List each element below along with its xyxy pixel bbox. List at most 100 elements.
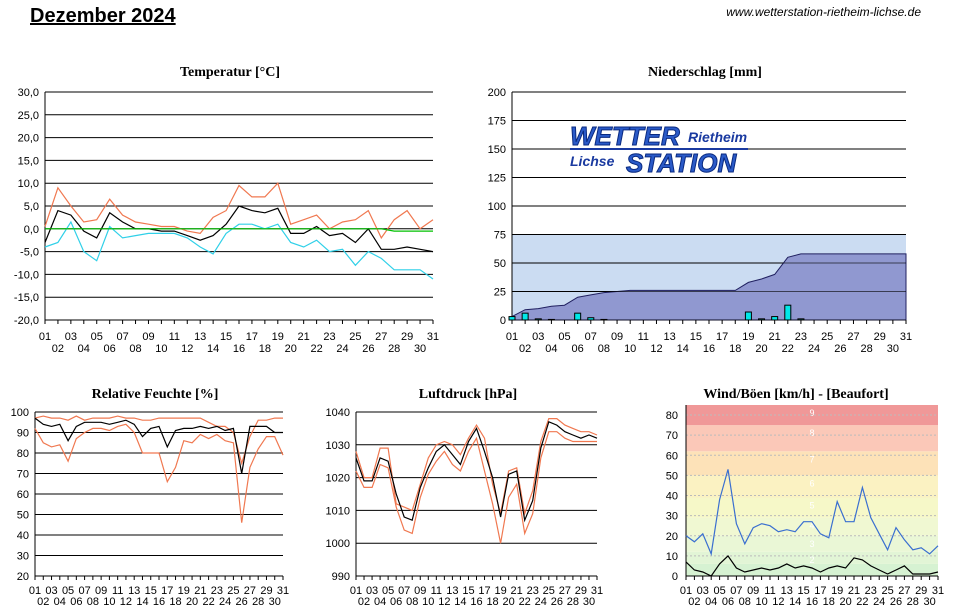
x-tick-label: 10 — [155, 343, 167, 355]
x-tick-label: 07 — [730, 585, 742, 597]
precip-bar — [587, 317, 595, 321]
x-tick-label: 08 — [87, 596, 99, 608]
x-tick-label: 01 — [350, 585, 362, 597]
precip-bar — [600, 318, 608, 321]
x-tick-label: 22 — [202, 596, 214, 608]
x-tick-label: 02 — [688, 596, 700, 608]
x-tick-label: 31 — [932, 585, 944, 597]
temperature-y-axis: 30,0 25,0 20,0 15,0 10,0 5,0 0,0 -5,0 -10,0 -15,0… — [14, 87, 433, 327]
x-tick-label: 12 — [181, 343, 193, 355]
x-tick-label: 09 — [611, 331, 623, 343]
x-tick-label: 19 — [272, 331, 284, 343]
y-tick-label: 25,0 — [18, 110, 39, 122]
beaufort-band — [686, 425, 938, 452]
x-tick-label: 23 — [211, 585, 223, 597]
humidity-series-2 — [34, 423, 284, 523]
x-tick-label: 18 — [823, 596, 835, 608]
x-tick-label: 27 — [375, 331, 387, 343]
x-tick-label: 12 — [438, 596, 450, 608]
x-tick-label: 30 — [923, 596, 935, 608]
humidity-y-axis: 100 90 80 70 60 50 40 30 20 — [11, 407, 283, 583]
x-tick-label: 10 — [103, 596, 115, 608]
x-tick-label: 03 — [697, 585, 709, 597]
beaufort-band — [686, 551, 938, 564]
x-tick-label: 11 — [112, 585, 123, 597]
beaufort-band — [686, 517, 938, 536]
precip-bar — [797, 318, 805, 321]
beaufort-label: 3 — [809, 539, 814, 549]
station-logo: WETTER Rietheim Lichse STATION — [570, 121, 748, 179]
wind-series-1 — [685, 554, 939, 577]
x-tick-label: 11 — [764, 585, 775, 597]
x-tick-label: 28 — [860, 343, 872, 355]
x-tick-label: 13 — [194, 331, 206, 343]
precip-cumulative-area — [511, 253, 907, 321]
beaufort-label: 4 — [809, 521, 814, 531]
x-tick-label: 18 — [169, 596, 181, 608]
x-tick-label: 31 — [277, 585, 289, 597]
precip-bar — [547, 318, 555, 321]
x-tick-label: 03 — [45, 585, 57, 597]
x-tick-label: 24 — [336, 343, 348, 355]
x-tick-label: 15 — [797, 585, 809, 597]
x-tick-label: 15 — [462, 585, 474, 597]
x-tick-label: 12 — [120, 596, 132, 608]
logo-wetter: WETTER — [570, 121, 680, 151]
x-tick-label: 22 — [782, 343, 794, 355]
precipitation-title: Niederschlag [mm] — [648, 65, 762, 80]
x-tick-label: 23 — [795, 331, 807, 343]
y-tick-label: 5,0 — [24, 201, 39, 213]
x-tick-label: 29 — [260, 585, 272, 597]
y-tick-label: 150 — [488, 144, 506, 156]
x-tick-label: 02 — [52, 343, 64, 355]
site-url[interactable]: www.wetterstation-rietheim-lichse.de — [726, 5, 921, 19]
x-tick-label: 09 — [414, 585, 426, 597]
x-tick-label: 28 — [907, 596, 919, 608]
x-tick-label: 30 — [269, 596, 281, 608]
x-tick-label: 20 — [503, 596, 515, 608]
x-tick-label: 23 — [527, 585, 539, 597]
y-tick-label: 30,0 — [18, 87, 39, 99]
x-tick-label: 15 — [145, 585, 157, 597]
x-tick-label: 13 — [663, 331, 675, 343]
y-tick-label: -15,0 — [14, 292, 39, 304]
x-tick-label: 07 — [585, 331, 597, 343]
x-tick-label: 04 — [374, 596, 386, 608]
y-tick-label: 70 — [666, 430, 678, 442]
x-tick-label: 01 — [680, 585, 692, 597]
x-tick-label: 11 — [431, 585, 442, 597]
x-tick-label: 16 — [153, 596, 165, 608]
x-tick-label: 27 — [559, 585, 571, 597]
x-tick-label: 21 — [769, 331, 781, 343]
x-tick-label: 08 — [739, 596, 751, 608]
x-tick-label: 29 — [575, 585, 587, 597]
y-tick-label: 0 — [672, 571, 678, 583]
x-tick-label: 15 — [690, 331, 702, 343]
x-tick-label: 01 — [29, 585, 41, 597]
y-tick-label: -10,0 — [14, 269, 39, 281]
wind-x-axis: 0102030405060708091011121314151617181920… — [680, 576, 944, 608]
y-tick-label: 15,0 — [18, 155, 39, 167]
x-tick-label: 04 — [545, 343, 557, 355]
x-tick-label: 14 — [677, 343, 689, 355]
page-title: Dezember 2024 — [30, 5, 176, 27]
x-tick-label: 30 — [887, 343, 899, 355]
x-tick-label: 21 — [848, 585, 860, 597]
y-tick-label: -20,0 — [14, 315, 39, 327]
x-tick-label: 06 — [104, 343, 116, 355]
y-tick-label: 1030 — [326, 440, 350, 452]
humidity-x-axis: 0102030405060708091011121314151617181920… — [29, 576, 289, 608]
temperature-series-2 — [44, 220, 434, 280]
x-tick-label: 24 — [808, 343, 820, 355]
x-tick-label: 24 — [535, 596, 547, 608]
x-tick-label: 13 — [128, 585, 140, 597]
x-tick-label: 04 — [78, 343, 90, 355]
y-tick-label: 50 — [666, 470, 678, 482]
y-tick-label: 100 — [11, 407, 29, 419]
temperature-x-axis: 0102030405060708091011121314151617181920… — [39, 320, 439, 355]
x-tick-label: 14 — [789, 596, 801, 608]
x-tick-label: 26 — [890, 596, 902, 608]
x-tick-label: 17 — [814, 585, 826, 597]
x-tick-label: 09 — [747, 585, 759, 597]
